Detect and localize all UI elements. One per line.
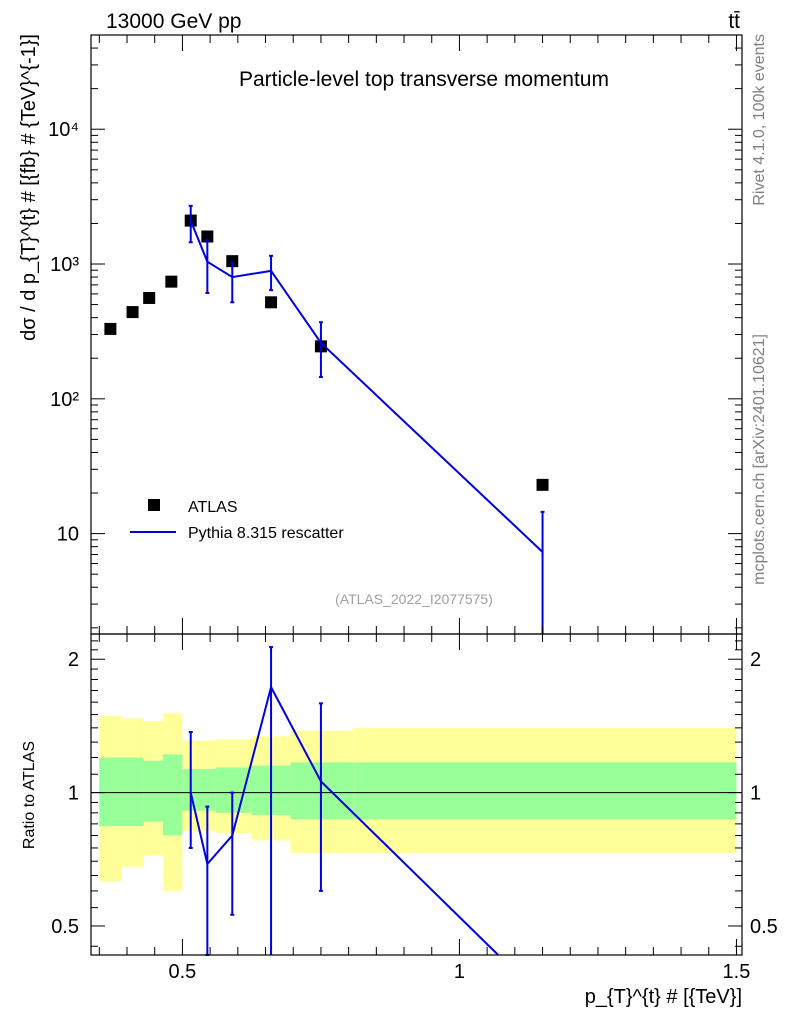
ratio-band-green: [354, 762, 736, 819]
legend-pythia-label: Pythia 8.315 rescatter: [188, 525, 344, 542]
ratio-band-green: [290, 762, 354, 819]
atlas-data-point: [104, 323, 116, 335]
main-plot-frame: [91, 35, 742, 634]
ratio-y-tick-label-right: 0.5: [750, 916, 778, 938]
ratio-y-tick-label: 1: [68, 783, 79, 805]
main-y-tick-label: 10⁴: [48, 119, 79, 141]
ratio-y-tick-label-right: 1: [750, 783, 761, 805]
main-y-axis-title: dσ / d p_{T}^{t} # [{fb} # {TeV}^{-1}]: [18, 34, 40, 341]
ratio-uncertainty-bands: [99, 713, 736, 891]
x-tick-label: 1.5: [723, 961, 751, 983]
legend-atlas-label: ATLAS: [188, 499, 238, 516]
x-axis-title: p_{T}^{t} # [{TeV}]: [585, 986, 742, 1008]
ratio-band-green: [99, 758, 121, 827]
legend-atlas-marker: [148, 499, 160, 511]
ratio-y-tick-label: 0.5: [51, 916, 79, 938]
legend: ATLAS Pythia 8.315 rescatter: [130, 499, 344, 542]
ratio-y-axis-title: Ratio to ATLAS: [21, 741, 38, 849]
ratio-band-green: [216, 767, 252, 812]
analysis-watermark: (ATLAS_2022_I2077575): [335, 591, 493, 607]
atlas-data-point: [265, 296, 277, 308]
main-y-tick-label: 10²: [50, 389, 79, 411]
ratio-y-tick-label-right: 2: [750, 649, 761, 671]
ratio-band-green: [163, 754, 182, 835]
ratio-band-green: [144, 761, 163, 822]
atlas-data-point: [165, 276, 177, 288]
pythia-line: [191, 221, 543, 552]
atlas-data-point: [127, 306, 139, 318]
chart-title: Particle-level top transverse momentum: [239, 68, 609, 91]
main-y-tick-label: 10³: [50, 254, 79, 276]
atlas-data-point: [143, 292, 155, 304]
energy-label: 13000 GeV pp: [106, 10, 241, 33]
source-label: mcplots.cern.ch [arXiv:2401.10621]: [751, 334, 768, 585]
chart-figure: 13000 GeV pp tt̄ Particle-level top tran…: [0, 0, 786, 1024]
rivet-label: Rivet 4.1.0, 100k events: [751, 34, 768, 206]
x-tick-label: 1: [454, 961, 465, 983]
main-y-tick-label: 10: [57, 524, 79, 546]
ratio-band-green: [199, 769, 216, 811]
ratio-band-green: [121, 758, 143, 827]
ratio-y-tick-label: 2: [68, 649, 79, 671]
x-tick-label: 0.5: [169, 961, 197, 983]
atlas-data-point: [537, 479, 549, 491]
process-label: tt̄: [728, 10, 740, 33]
